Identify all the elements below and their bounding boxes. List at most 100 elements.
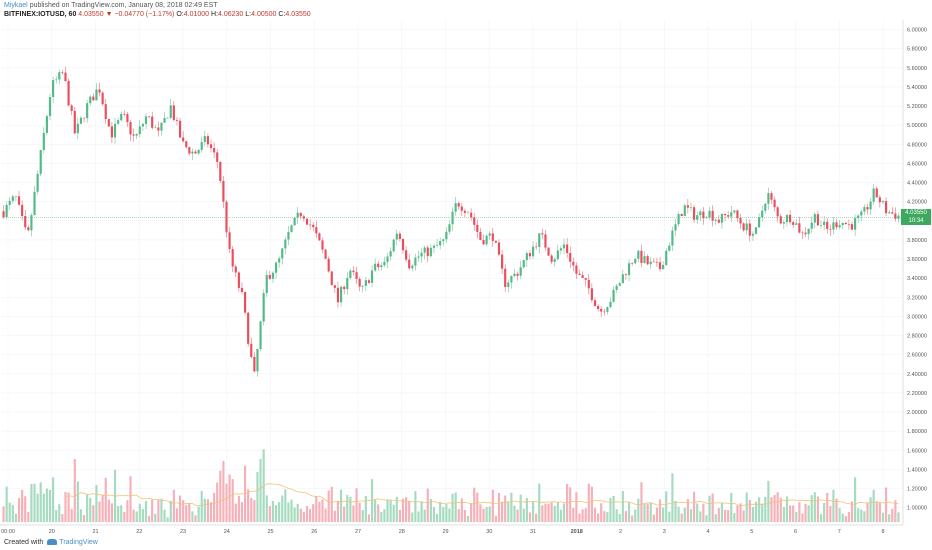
x-tick-label: 2018 (571, 529, 583, 535)
last-value: 4.03550 (78, 11, 104, 18)
candle-body (309, 224, 312, 226)
candle-body (621, 274, 624, 284)
candle-body (819, 225, 823, 226)
volume-bar (197, 506, 200, 522)
candle-body (401, 238, 405, 251)
candle-body (17, 196, 21, 205)
volume-bar (807, 505, 810, 522)
candle-body (284, 239, 287, 249)
volume-bar (42, 493, 45, 522)
volume-bar (528, 512, 532, 522)
volume-bar (470, 503, 473, 522)
candle-body (61, 72, 64, 73)
candle-body (172, 105, 175, 120)
x-tick-label: 8 (881, 529, 884, 535)
candle-body (708, 210, 711, 218)
volume-bar (624, 511, 628, 522)
volume-bar (67, 492, 70, 522)
volume-bar (367, 514, 371, 522)
symbol-label[interactable]: BITFINEX:IOTUSD, 60 (4, 11, 77, 18)
volume-bar (151, 499, 154, 522)
volume-bar (253, 500, 256, 522)
candle-body (531, 246, 535, 257)
volume-bar (702, 503, 705, 522)
volume-bar (414, 491, 417, 522)
volume-bar (237, 495, 240, 522)
volume-bar (395, 496, 398, 522)
tradingview-link[interactable]: TradingView (59, 539, 98, 546)
volume-bar (646, 503, 649, 522)
volume-bar (439, 502, 442, 522)
candle-body (507, 282, 510, 287)
candle-body (748, 223, 751, 236)
candle-body (213, 148, 216, 153)
candle-body (141, 123, 144, 127)
candle-body (380, 265, 383, 268)
candle-body (764, 203, 767, 211)
candle-body (779, 216, 782, 224)
candle-body (792, 222, 795, 225)
volume-bar (720, 503, 724, 522)
price-axis[interactable]: 6.00000 5.80000 5.60000 5.40000 5.20000 5.000… (907, 28, 927, 512)
volume-bar (810, 495, 813, 522)
volume-bar (98, 501, 101, 522)
candle-body (166, 117, 169, 119)
candle-body (804, 232, 807, 235)
candle-body (640, 250, 643, 263)
volume-bar (355, 488, 358, 522)
candle-body (247, 312, 250, 344)
volume-bar (519, 494, 522, 522)
volume-bar (881, 512, 885, 522)
candle-body (624, 274, 628, 276)
candle-body (460, 206, 463, 211)
author-link[interactable]: Miykael (4, 2, 28, 9)
volume-bar (182, 500, 185, 522)
x-tick-label: 29 (442, 529, 448, 535)
candle-body (473, 217, 476, 225)
volume-bar (290, 499, 293, 522)
candle-body (256, 348, 259, 372)
candle-body (67, 81, 70, 106)
volume-bar (256, 472, 259, 522)
volume-bar (55, 510, 58, 522)
volume-bar (717, 508, 720, 522)
candle-body (593, 300, 597, 307)
candle-body (801, 232, 804, 234)
candle-body (795, 223, 798, 225)
candle-body (717, 219, 720, 223)
candle-body (361, 285, 364, 287)
candle-body (191, 151, 194, 154)
volume-bar (129, 476, 132, 522)
candle-body (30, 215, 33, 231)
candle-body (414, 257, 417, 266)
candle-body (194, 151, 197, 154)
candle-body (92, 96, 95, 101)
candle-body (209, 144, 213, 149)
candle-body (5, 204, 8, 217)
created-with-text: Created with (4, 539, 44, 546)
y-tick-label: 3.40000 (907, 276, 927, 282)
volume-bar (324, 508, 327, 522)
volume-bar (104, 477, 107, 522)
time-axis[interactable]: 00:00 20 21 22 23 24 25 26 27 28 29 30 31 2018 2 3 4 5 6 7 8 (1, 529, 884, 535)
volume-bar (671, 473, 674, 522)
candle-body (98, 89, 101, 93)
volume-bar (835, 498, 838, 522)
volume-bar (432, 507, 436, 522)
volume-bar (188, 503, 191, 522)
candle-body (163, 117, 166, 123)
candle-body (872, 188, 875, 202)
volume-bar (271, 501, 275, 522)
volume-bar (401, 498, 405, 522)
candle-body (788, 214, 792, 223)
candle-body (485, 235, 488, 245)
candle-body (64, 72, 67, 82)
candle-body (516, 273, 519, 276)
y-tick-label: 4.80000 (907, 142, 927, 148)
candle-body (891, 212, 894, 214)
volume-bar (612, 495, 615, 522)
candle-body (643, 256, 646, 263)
candle-body (522, 260, 525, 268)
candle-body (637, 250, 640, 259)
